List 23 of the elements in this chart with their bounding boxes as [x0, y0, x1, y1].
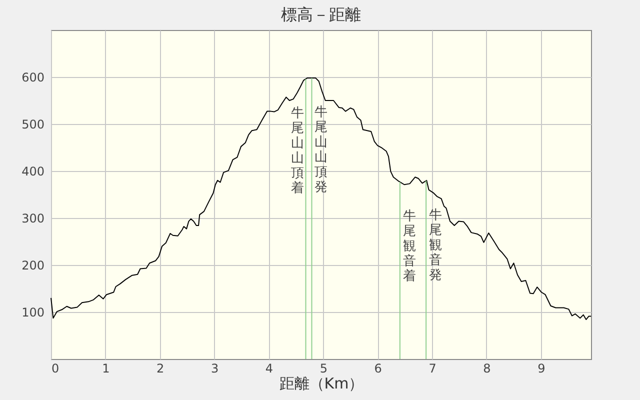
line-series — [50, 77, 592, 320]
y-tick-label: 300 — [22, 212, 44, 226]
y-tick-label: 500 — [22, 118, 44, 132]
x-tick-label: 9 — [538, 362, 546, 376]
x-tick-label: 0 — [52, 362, 60, 376]
y-tick-label: 600 — [22, 70, 44, 84]
y-tick-label: 100 — [22, 306, 44, 320]
y-tick-label: 400 — [22, 164, 44, 178]
x-tick-label: 2 — [156, 362, 164, 376]
x-tick-label: 8 — [483, 362, 491, 376]
ref-line-label: 牛尾山山頂発 — [314, 104, 328, 195]
x-tick-label: 6 — [374, 362, 382, 376]
ref-line-label: 牛尾山山頂着 — [290, 106, 304, 196]
x-axis-title: 距離（Km） — [279, 374, 364, 392]
x-tick-label: 5 — [320, 362, 328, 376]
ref-line-label: 牛尾観音発 — [429, 208, 442, 283]
x-tick-label: 4 — [265, 362, 274, 376]
x-tick-label: 1 — [102, 362, 110, 376]
chart-title: 標高－距離 — [281, 5, 361, 24]
ref-line-label: 牛尾観音着 — [402, 209, 416, 284]
y-tick-label: 200 — [22, 258, 44, 272]
x-tick-label: 7 — [428, 362, 436, 376]
x-tick-label: 3 — [210, 362, 219, 376]
